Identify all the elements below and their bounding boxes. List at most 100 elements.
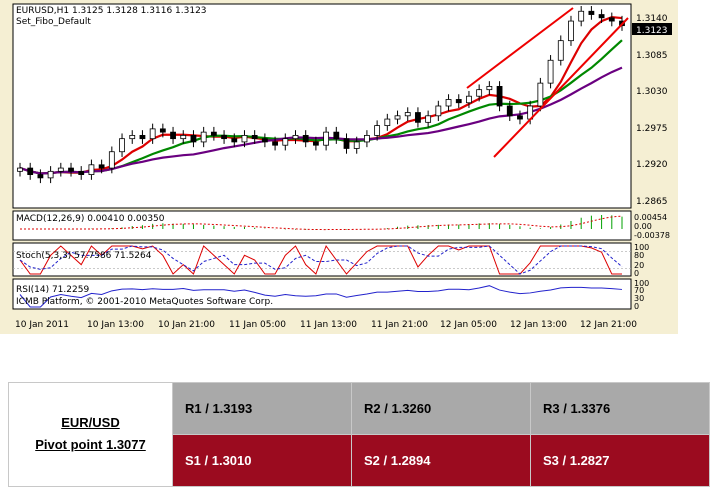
candle-body xyxy=(17,167,23,172)
rsi-line xyxy=(19,285,623,308)
candle-body xyxy=(435,105,442,117)
candle-body xyxy=(200,131,207,143)
candle-body xyxy=(98,164,105,169)
time-tick: 12 Jan 05:00 xyxy=(440,320,497,330)
rsi-label: RSI(14) 71.2259 xyxy=(16,285,89,295)
candle-body xyxy=(353,141,360,149)
time-tick: 12 Jan 13:00 xyxy=(510,320,567,330)
candle-body xyxy=(608,17,615,22)
stoch-tick: 20 xyxy=(634,261,644,270)
rsi-tick: 30 xyxy=(634,294,644,303)
candle-body xyxy=(139,134,146,140)
candle-body xyxy=(180,134,187,140)
rsi-series-line xyxy=(19,285,623,308)
candles xyxy=(17,6,625,184)
candle-body xyxy=(415,112,421,123)
candle-body xyxy=(425,115,432,123)
rsi-tick: 100 xyxy=(634,279,649,288)
channel-upper-line[interactable] xyxy=(466,7,574,89)
channel-lower-line[interactable] xyxy=(493,17,629,158)
resistance-r2: R2 / 1.3260 xyxy=(351,382,531,435)
stoch-d-line xyxy=(19,245,623,275)
candle-body xyxy=(578,10,585,22)
price-tick: 1.3140 xyxy=(636,14,668,24)
price-tick: 1.3085 xyxy=(636,51,668,61)
rsi-pane xyxy=(12,278,632,310)
candle-body xyxy=(374,125,381,136)
macd-tick: 0.00454 xyxy=(634,213,667,222)
time-tick: 11 Jan 21:00 xyxy=(371,320,428,330)
candle-body xyxy=(159,128,166,133)
candle-body xyxy=(486,86,493,91)
copyright-text: ICMB Platform, © 2001-2010 MetaQuotes So… xyxy=(16,297,273,307)
candle-body xyxy=(537,82,544,107)
candle-body xyxy=(506,105,513,117)
candle-body xyxy=(588,10,595,15)
candle-body xyxy=(119,138,125,153)
current-price-marker xyxy=(632,23,672,35)
macd-label: MACD(12,26,9) 0.00410 0.00350 xyxy=(16,214,165,224)
pivot-table: EUR/USD Pivot point 1.3077 R1 / 1.3193 R… xyxy=(8,382,710,487)
candle-body xyxy=(568,20,574,42)
candle-body xyxy=(323,131,330,146)
candle-body xyxy=(221,134,227,140)
candle-body xyxy=(384,118,391,126)
stoch-k-line xyxy=(19,244,622,275)
macd-tick: -0.00378 xyxy=(634,231,670,240)
resistance-r3: R3 / 1.3376 xyxy=(530,382,710,435)
candle-body xyxy=(261,138,268,143)
candle-body xyxy=(210,131,217,136)
candle-body xyxy=(312,141,319,146)
moving-average-line xyxy=(19,66,623,175)
stoch-label: Stoch(5,3,3) 57.7586 71.5264 xyxy=(16,251,152,261)
price-scale: 1.3140 1.3085 1.3030 1.2975 1.2920 1.286… xyxy=(636,14,668,207)
price-tick: 1.2920 xyxy=(636,160,668,170)
candle-body xyxy=(27,167,34,175)
candle-body xyxy=(231,138,238,143)
price-tick: 1.2865 xyxy=(636,197,668,207)
pair-cell: EUR/USD Pivot point 1.3077 xyxy=(8,382,173,487)
candle-body xyxy=(445,99,452,107)
time-tick: 11 Jan 13:00 xyxy=(300,320,357,330)
current-price-label: 1.3123 xyxy=(636,26,668,36)
price-chart-panel[interactable]: 1.3140 1.3085 1.3030 1.2975 1.2920 1.286… xyxy=(0,0,678,334)
time-axis: 10 Jan 2011 10 Jan 13:00 10 Jan 21:00 11… xyxy=(15,320,637,330)
candle-body xyxy=(598,14,605,19)
time-tick: 10 Jan 13:00 xyxy=(87,320,144,330)
candle-body xyxy=(394,115,401,120)
macd-signal-line xyxy=(20,215,623,231)
support-s2: S2 / 1.2894 xyxy=(351,434,531,487)
candle-body xyxy=(517,115,523,120)
resistance-r1: R1 / 1.3193 xyxy=(172,382,352,435)
candle-body xyxy=(47,170,54,179)
candle-body xyxy=(282,138,289,146)
candle-body xyxy=(302,134,309,143)
candle-body xyxy=(78,170,85,175)
rsi-tick: 70 xyxy=(634,286,644,295)
candle-body xyxy=(364,134,370,143)
candle-body xyxy=(251,134,258,140)
candle-body xyxy=(68,167,74,172)
time-tick: 10 Jan 2011 xyxy=(15,320,69,330)
pivot-point[interactable]: Pivot point 1.3077 xyxy=(35,437,146,452)
candle-body xyxy=(190,134,197,143)
candle-body xyxy=(557,40,564,61)
chart-header-template: Set_Fibo_Default xyxy=(16,17,91,27)
trend-channel xyxy=(466,7,629,158)
time-tick: 12 Jan 21:00 xyxy=(580,320,637,330)
candle-body xyxy=(496,86,503,107)
chart-header-symbol: EURUSD,H1 1.3125 1.3128 1.3116 1.3123 xyxy=(16,6,207,16)
time-tick: 10 Jan 21:00 xyxy=(158,320,215,330)
candle-body xyxy=(149,128,156,140)
stoch-tick: 80 xyxy=(634,251,644,260)
candle-body xyxy=(108,151,115,169)
chart-canvas[interactable]: 1.3140 1.3085 1.3030 1.2975 1.2920 1.286… xyxy=(0,0,678,334)
candle-body xyxy=(88,164,95,176)
candle-body xyxy=(333,131,340,140)
candle-body xyxy=(343,138,350,149)
stoch-lines xyxy=(13,244,631,275)
price-tick: 1.3030 xyxy=(636,87,668,97)
candle-body xyxy=(170,131,176,140)
pair-name[interactable]: EUR/USD xyxy=(61,415,120,430)
candle-body xyxy=(241,134,248,143)
